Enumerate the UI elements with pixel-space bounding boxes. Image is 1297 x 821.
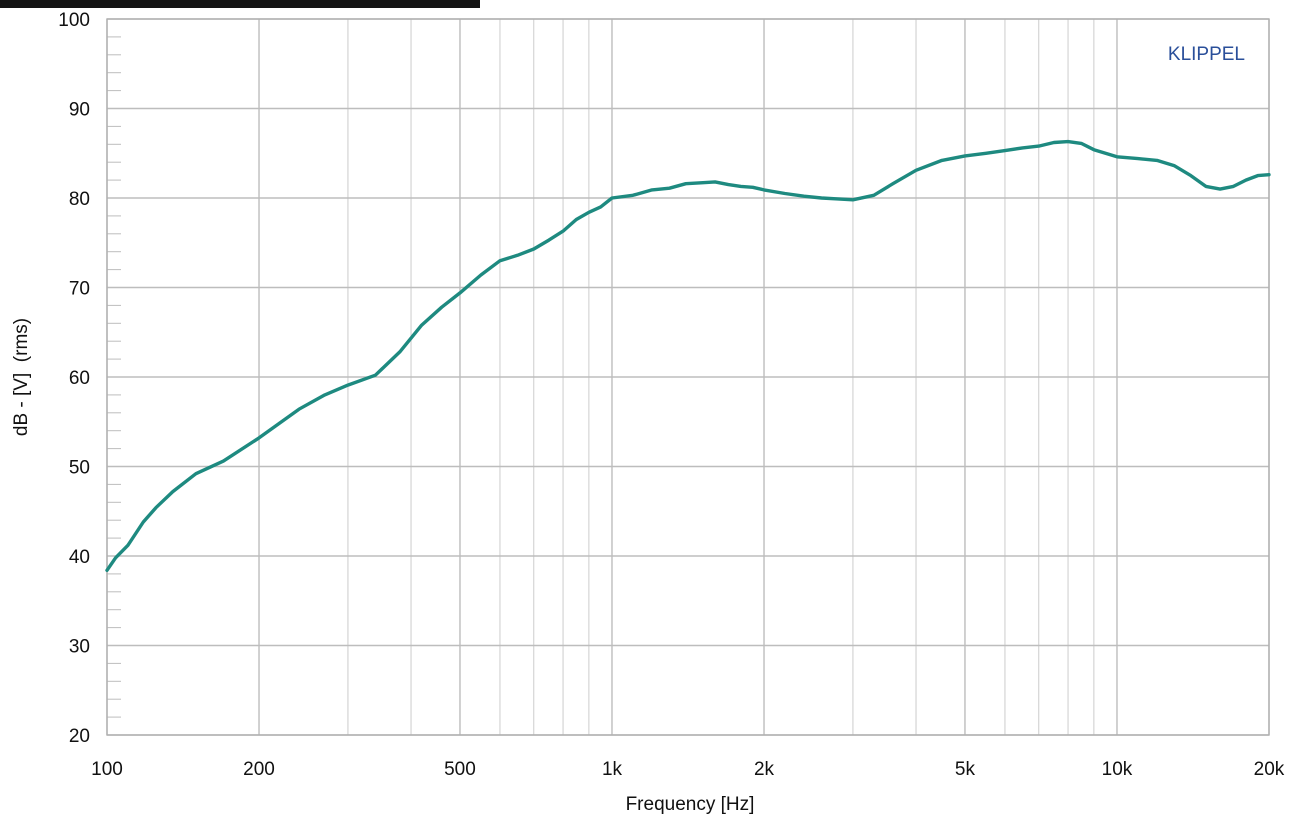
y-tick-label: 20 [69, 726, 90, 747]
x-tick-label: 2k [754, 759, 775, 780]
series-line-0 [105, 139, 1271, 572]
x-tick-label: 100 [91, 759, 123, 780]
plot-frame [106, 18, 1270, 736]
x-tick-label: 10k [1102, 759, 1133, 780]
x-tick-labels: 100 200 500 1k 2k 5k 10k 20k [91, 759, 1285, 780]
y-tick-labels: 20 30 40 50 60 70 80 90 100 [58, 10, 90, 747]
y-tick-label: 80 [69, 189, 90, 210]
y-tick-label: 90 [69, 100, 90, 121]
x-tick-label: 20k [1254, 759, 1285, 780]
minor-ticks [107, 36, 121, 718]
klippel-watermark: KLIPPEL [1168, 44, 1245, 65]
y-tick-label: 40 [69, 547, 90, 568]
x-axis-label: Frequency [Hz] [626, 794, 755, 815]
y-tick-label: 60 [69, 368, 90, 389]
major-grid [106, 18, 1270, 736]
y-tick-label: 30 [69, 637, 90, 658]
x-tick-label: 5k [955, 759, 976, 780]
y-tick-label: 100 [58, 10, 90, 31]
x-tick-label: 200 [243, 759, 275, 780]
top-dark-strip [0, 0, 480, 8]
x-tick-label: 500 [444, 759, 476, 780]
y-tick-label: 50 [69, 458, 90, 479]
y-axis-label: dB - [V] (rms) [11, 318, 32, 436]
x-tick-label: 1k [602, 759, 623, 780]
y-tick-label: 70 [69, 279, 90, 300]
curve-layer [105, 139, 1271, 572]
